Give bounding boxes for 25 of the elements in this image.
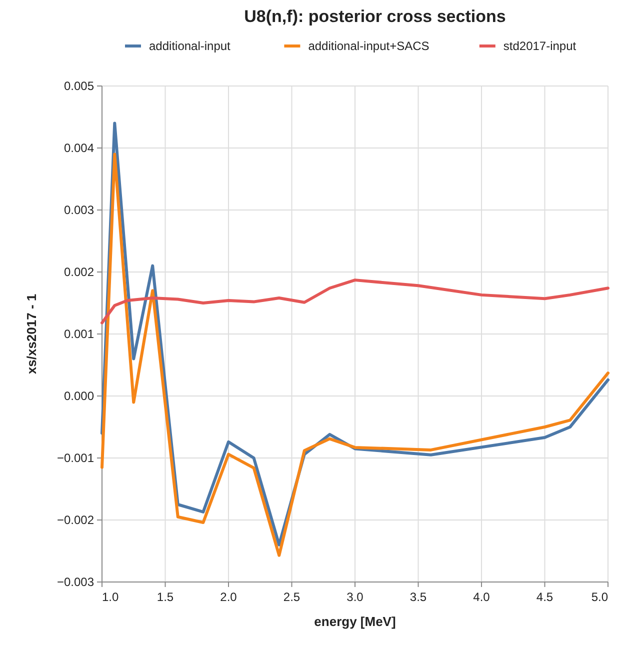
y-tick-label: −0.003 xyxy=(56,575,94,589)
x-tick-label: 4.5 xyxy=(536,590,554,604)
x-axis-title: energy [MeV] xyxy=(314,614,396,629)
legend-label: std2017-input xyxy=(503,39,577,53)
y-tick-label: 0.001 xyxy=(64,327,94,341)
x-tick-label: 3.5 xyxy=(410,590,427,604)
x-tick-label: 1.5 xyxy=(156,590,174,604)
legend-label: additional-input+SACS xyxy=(308,39,430,53)
line-series xyxy=(100,278,610,324)
y-tick-label: 0.004 xyxy=(64,141,94,155)
x-tick-label: 1.0 xyxy=(102,590,120,604)
y-tick-label: 0.002 xyxy=(64,265,94,279)
y-tick-label: 0.000 xyxy=(64,389,94,403)
x-tick-label: 5.0 xyxy=(591,590,608,604)
y-axis-title: xs/xs2017 - 1 xyxy=(24,294,39,374)
y-tick-label: 0.003 xyxy=(64,203,94,217)
y-tick-label: −0.001 xyxy=(56,451,94,465)
x-tick-label: 4.0 xyxy=(473,590,490,604)
x-tick-label: 3.0 xyxy=(346,590,364,604)
x-tick-label: 2.5 xyxy=(283,590,300,604)
x-tick-label: 2.0 xyxy=(220,590,238,604)
chart-title: U8(n,f): posterior cross sections xyxy=(244,7,506,26)
y-tick-label: −0.002 xyxy=(56,513,94,527)
legend-label: additional-input xyxy=(149,39,232,53)
y-tick-label: 0.005 xyxy=(64,79,94,93)
